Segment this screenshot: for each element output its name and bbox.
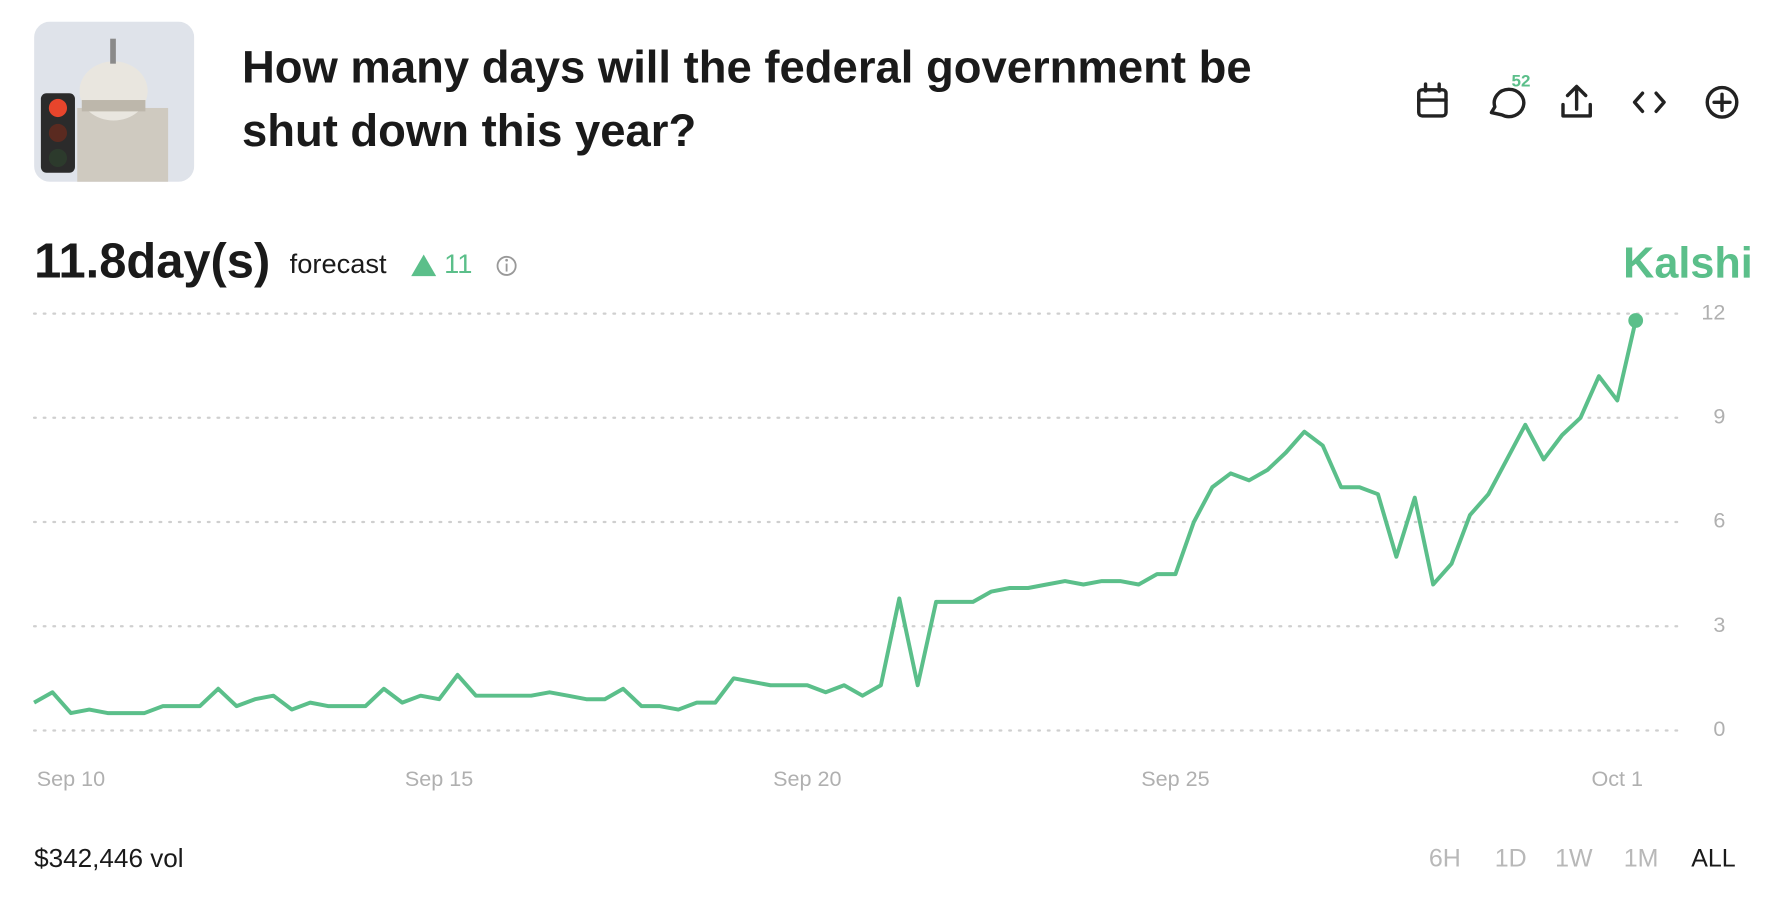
x-tick-label: Sep 10: [37, 766, 105, 791]
forecast-change: 11: [444, 248, 472, 279]
range-button[interactable]: 1W: [1555, 845, 1593, 873]
price-line: [33, 320, 1638, 716]
comment-count: 52: [1511, 71, 1530, 90]
brand-logo: Kalshi: [1623, 239, 1753, 287]
range-button[interactable]: 1M: [1624, 845, 1659, 873]
market-image: [34, 21, 195, 182]
last-point: [1628, 313, 1644, 328]
change-arrow: [411, 254, 437, 277]
forecast-label: forecast: [290, 248, 387, 279]
embed-button[interactable]: [1632, 91, 1666, 114]
market-title: How many days will the federal governmen…: [242, 41, 1252, 92]
comments-button[interactable]: [1489, 87, 1526, 119]
x-tick-label: Oct 1: [1591, 766, 1643, 791]
range-selector: 6H 1D 1W 1M ALL: [1429, 845, 1736, 873]
volume: $342,446 vol: [34, 843, 184, 873]
y-tick-label: 0: [1713, 716, 1725, 741]
info-icon[interactable]: [496, 255, 517, 276]
forecast-value: 11.8day(s): [34, 235, 270, 289]
y-tick-label: 12: [1701, 299, 1725, 324]
y-tick-label: 9: [1713, 404, 1725, 429]
share-button[interactable]: [1561, 84, 1592, 118]
x-tick-label: Sep 25: [1141, 766, 1209, 791]
range-button[interactable]: ALL: [1691, 845, 1736, 873]
chart: 0 3 6 9 12 Sep 10 Sep 15 Sep 20 Sep 25 Oct 1: [32, 299, 1725, 791]
x-tick-label: Sep 15: [405, 766, 473, 791]
range-button[interactable]: 6H: [1429, 845, 1461, 873]
market-title: shut down this year?: [242, 105, 696, 156]
calendar-button[interactable]: [1417, 82, 1448, 118]
y-tick-label: 3: [1713, 612, 1725, 637]
x-tick-label: Sep 20: [773, 766, 841, 791]
y-tick-label: 6: [1713, 508, 1725, 533]
add-button[interactable]: [1705, 85, 1739, 119]
range-button[interactable]: 1D: [1495, 845, 1527, 873]
